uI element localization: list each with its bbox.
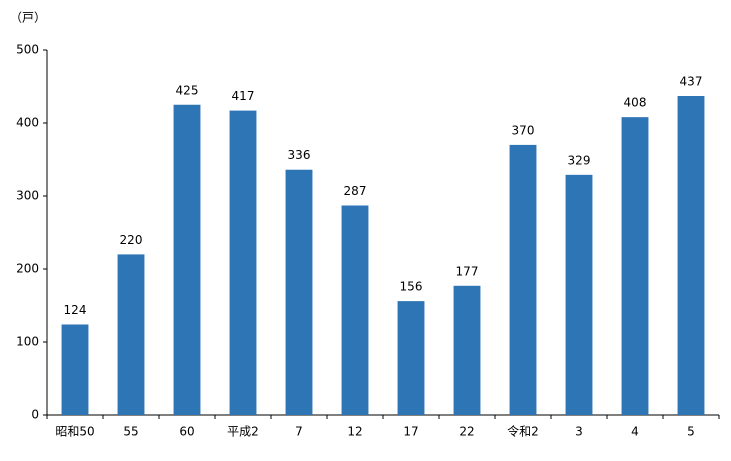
x-tick-label: 4 [631,425,639,439]
data-label: 177 [456,264,479,278]
y-tick-label: 500 [16,43,39,57]
x-tick-label: 60 [179,425,194,439]
x-tick-label: 3 [575,425,583,439]
bar [285,169,313,415]
data-label: 336 [288,148,311,162]
bar [397,301,425,415]
data-label: 417 [232,89,255,103]
x-tick-label: 平成2 [227,425,259,439]
x-tick-label: 昭和50 [55,425,94,439]
bar [229,110,257,415]
x-tick-label: 7 [295,425,303,439]
data-label: 408 [624,96,647,110]
x-tick-label: 22 [459,425,474,439]
y-tick-label: 100 [16,335,39,349]
x-tick-label: 5 [687,425,695,439]
bar [565,174,593,415]
data-label: 329 [568,153,591,167]
x-tick-label: 17 [403,425,418,439]
data-label: 156 [400,280,423,294]
data-label: 220 [120,233,143,247]
data-label: 425 [176,83,199,97]
bar [61,324,89,415]
bar [341,205,369,415]
y-tick-label: 0 [31,408,39,422]
bar [677,95,705,416]
bar [509,144,537,415]
x-tick-label: 55 [123,425,138,439]
y-tick-label: 400 [16,116,39,130]
y-unit-label: （戸） [10,11,46,25]
x-tick-label: 12 [347,425,362,439]
bar [117,254,145,415]
bar [621,117,649,415]
bar [453,285,481,415]
x-tick-label: 令和2 [507,424,539,439]
bar [173,104,201,415]
data-label: 370 [512,123,535,137]
y-tick-label: 300 [16,189,39,203]
data-label: 124 [64,303,87,317]
y-tick-label: 200 [16,262,39,276]
data-label: 287 [344,184,367,198]
data-label: 437 [680,74,703,88]
